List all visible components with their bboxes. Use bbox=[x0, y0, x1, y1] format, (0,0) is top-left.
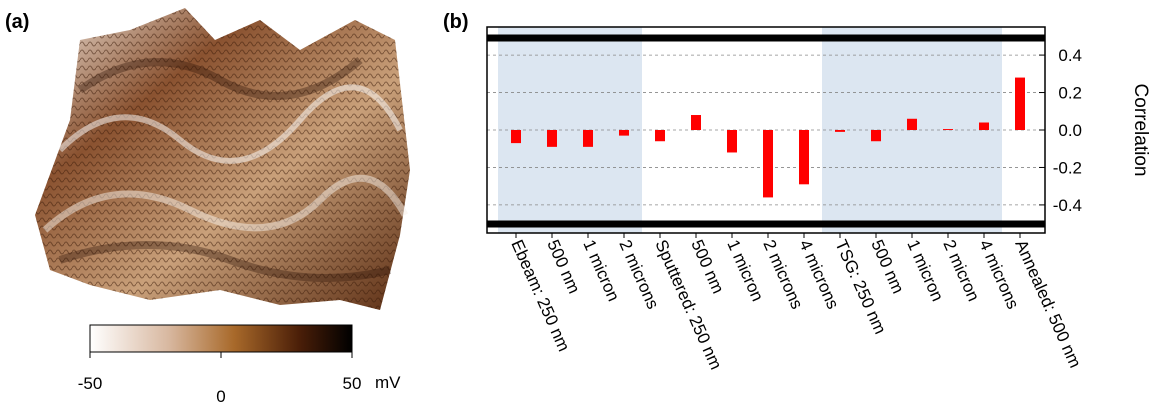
bar bbox=[763, 130, 773, 197]
bar bbox=[727, 130, 737, 152]
colorbar bbox=[90, 325, 352, 352]
figure: (a) mV (b) Correlation -50 0 50 -0.4 -0.2 0.0… bbox=[0, 0, 1162, 415]
bar bbox=[511, 130, 521, 143]
panel-label: (a) bbox=[5, 11, 29, 33]
bar bbox=[907, 119, 917, 130]
y-tick-label: 0.0 bbox=[1058, 121, 1082, 140]
afm-surface bbox=[35, 8, 410, 310]
colorbar-unit: mV bbox=[375, 373, 401, 392]
colorbar-tick-label: 0 bbox=[216, 387, 225, 406]
x-tick-label: 500 nm bbox=[543, 237, 583, 297]
bar bbox=[691, 115, 701, 130]
y-tick-label: -0.4 bbox=[1053, 196, 1082, 215]
bar bbox=[871, 130, 881, 141]
x-tick-label: 500 nm bbox=[867, 237, 907, 297]
colorbar-tick-label: -50 bbox=[78, 374, 103, 393]
bar bbox=[835, 130, 845, 132]
y-tick-label: -0.2 bbox=[1053, 158, 1082, 177]
y-axis-label: Correlation bbox=[1130, 84, 1151, 177]
bar bbox=[547, 130, 557, 147]
bar bbox=[655, 130, 665, 141]
bar bbox=[799, 130, 809, 184]
y-tick-label: 0.2 bbox=[1058, 84, 1082, 103]
bar bbox=[1015, 78, 1025, 130]
bar bbox=[943, 129, 953, 130]
y-tick-label: 0.4 bbox=[1058, 46, 1082, 65]
bar bbox=[979, 123, 989, 130]
bar bbox=[583, 130, 593, 147]
panel-label: (b) bbox=[443, 11, 469, 33]
colorbar-tick-label: 50 bbox=[343, 374, 362, 393]
bar bbox=[619, 130, 629, 136]
x-tick-label: 500 nm bbox=[687, 237, 727, 297]
